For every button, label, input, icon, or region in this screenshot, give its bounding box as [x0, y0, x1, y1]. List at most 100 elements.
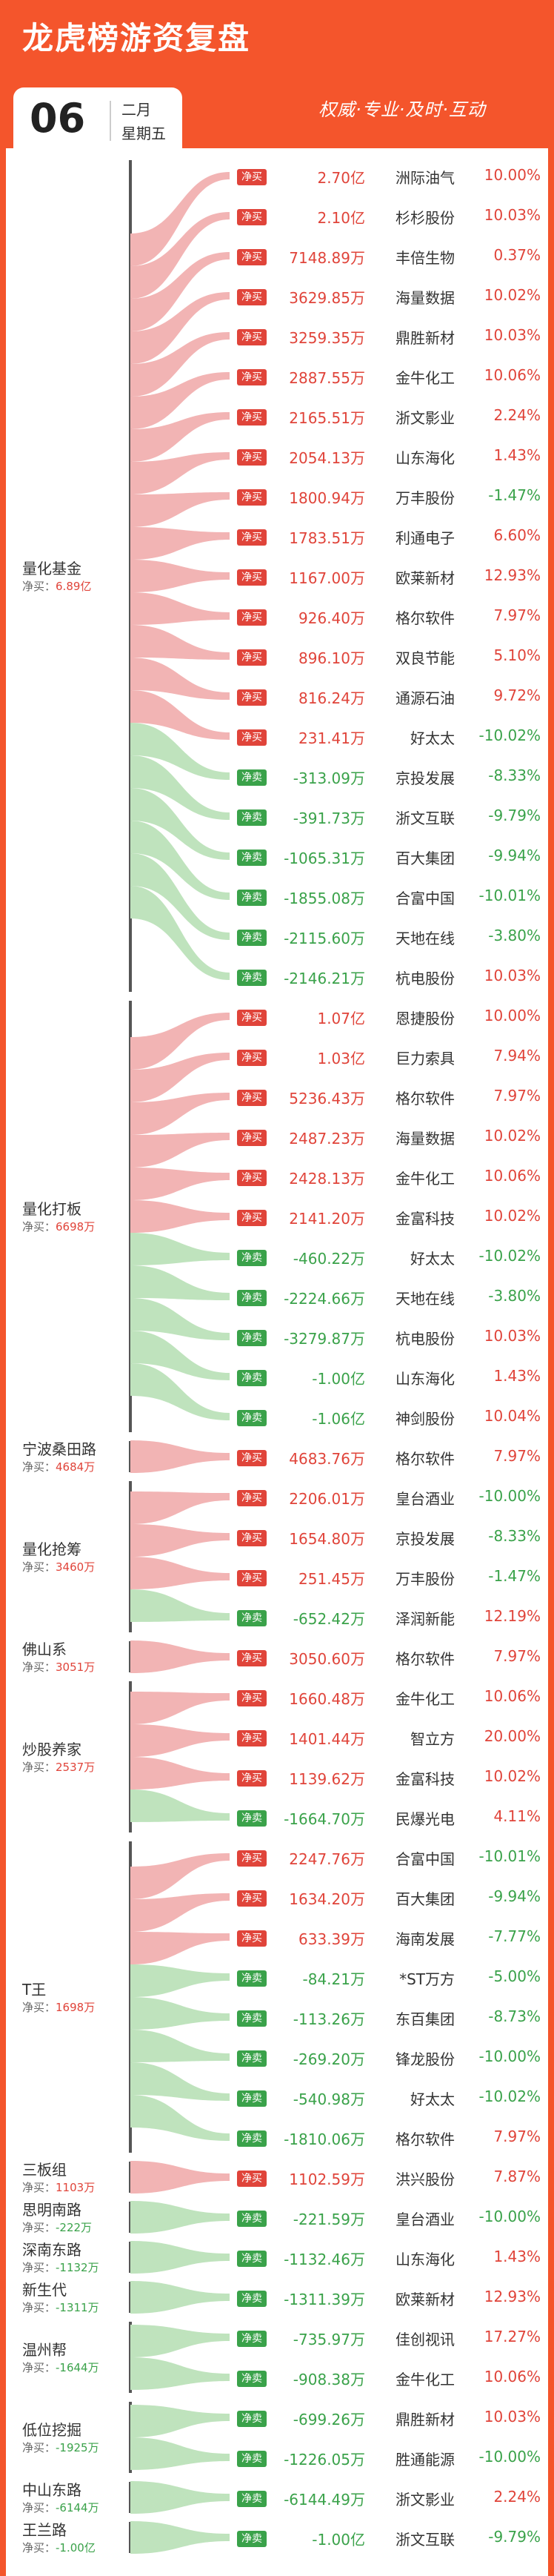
trade-row[interactable]: 净卖 -1.00亿 山东海化 1.43%	[6, 1357, 548, 1397]
stock-name[interactable]: 神剑股份	[396, 1410, 455, 1428]
trade-row[interactable]: 净买 2247.76万 合富中国 -10.01%	[6, 1837, 548, 1877]
trade-row[interactable]: 净买 1401.44万 智立方 20.00%	[6, 1717, 548, 1757]
trade-row[interactable]: 净买 2165.51万 浙文影业 2.24%	[6, 396, 548, 436]
stock-name[interactable]: 百大集团	[396, 1890, 455, 1908]
stock-name[interactable]: 山东海化	[396, 2251, 455, 2268]
stock-name[interactable]: 山东海化	[396, 449, 455, 467]
trade-row[interactable]: 净卖 -269.20万 锋龙股份 -10.00%	[6, 2037, 548, 2077]
stock-name[interactable]: 好太太	[410, 729, 455, 747]
seat-13[interactable]: 中山东路 净买：-6144万	[22, 2478, 156, 2515]
stock-name[interactable]: 金牛化工	[396, 1170, 455, 1188]
seat-6[interactable]: T王 净买：1698万	[22, 1978, 156, 2015]
trade-row[interactable]: 净卖 -3279.87万 杭电股份 10.03%	[6, 1317, 548, 1357]
trade-row[interactable]: 净卖 -391.73万 浙文互联 -9.79%	[6, 796, 548, 836]
stock-name[interactable]: 鼎胜新材	[396, 2411, 455, 2428]
stock-name[interactable]: 佳创视讯	[396, 2331, 455, 2348]
seat-2[interactable]: 宁波桑田路 净买：4684万	[22, 1437, 156, 1474]
trade-row[interactable]: 净卖 -1855.08万 合富中国 -10.01%	[6, 876, 548, 916]
stock-name[interactable]: 皇台酒业	[396, 2211, 455, 2228]
trade-row[interactable]: 净买 1660.48万 金牛化工 10.06%	[6, 1677, 548, 1717]
stock-name[interactable]: 天地在线	[396, 1290, 455, 1308]
trade-row[interactable]: 净卖 -1132.46万 山东海化 1.43%	[6, 2237, 548, 2277]
stock-name[interactable]: 金牛化工	[396, 2371, 455, 2388]
stock-name[interactable]: 万丰股份	[396, 1570, 455, 1588]
trade-row[interactable]: 净卖 -2224.66万 天地在线 -3.80%	[6, 1277, 548, 1317]
stock-name[interactable]: 格尔软件	[396, 1650, 455, 1668]
stock-name[interactable]: 洪兴股份	[396, 2171, 455, 2188]
trade-row[interactable]: 净买 2428.13万 金牛化工 10.06%	[6, 1156, 548, 1196]
seat-8[interactable]: 思明南路 净买：-222万	[22, 2198, 156, 2235]
seat-12[interactable]: 低位挖掘 净买：-1925万	[22, 2418, 156, 2455]
seat-7[interactable]: 三板组 净买：1103万	[22, 2158, 156, 2195]
stock-name[interactable]: 京投发展	[396, 1530, 455, 1548]
trade-row[interactable]: 净买 926.40万 格尔软件 7.97%	[6, 596, 548, 636]
seat-1[interactable]: 量化打板 净买：6698万	[22, 1197, 156, 1234]
stock-name[interactable]: 海南发展	[396, 1930, 455, 1948]
trade-row[interactable]: 净卖 -84.21万 *ST万方 -5.00%	[6, 1957, 548, 1997]
trade-row[interactable]: 净买 1.07亿 恩捷股份 10.00%	[6, 996, 548, 1036]
trade-row[interactable]: 净买 2.70亿 洲际油气 10.00%	[6, 156, 548, 196]
stock-name[interactable]: 鼎胜新材	[396, 329, 455, 347]
trade-row[interactable]: 净卖 -652.42万 泽润新能 12.19%	[6, 1597, 548, 1637]
trade-row[interactable]: 净买 5236.43万 格尔软件 7.97%	[6, 1076, 548, 1116]
stock-name[interactable]: 金牛化工	[396, 1690, 455, 1708]
stock-name[interactable]: 杭电股份	[396, 1330, 455, 1348]
trade-row[interactable]: 净卖 -460.22万 好太太 -10.02%	[6, 1236, 548, 1277]
trade-row[interactable]: 净卖 -1.06亿 神剑股份 10.04%	[6, 1397, 548, 1437]
stock-name[interactable]: 杭电股份	[396, 970, 455, 987]
trade-row[interactable]: 净买 3629.85万 海量数据 10.02%	[6, 276, 548, 316]
stock-name[interactable]: 天地在线	[396, 930, 455, 947]
trade-row[interactable]: 净卖 -2146.21万 杭电股份 10.03%	[6, 956, 548, 996]
stock-name[interactable]: 浙文影业	[396, 2491, 455, 2509]
stock-name[interactable]: 格尔软件	[396, 1090, 455, 1107]
stock-name[interactable]: 海量数据	[396, 1130, 455, 1148]
stock-name[interactable]: 京投发展	[396, 769, 455, 787]
trade-row[interactable]: 净买 4683.76万 格尔软件 7.97%	[6, 1437, 548, 1477]
stock-name[interactable]: 锋龙股份	[396, 2050, 455, 2068]
trade-row[interactable]: 净买 1783.51万 利通电子 6.60%	[6, 516, 548, 556]
trade-row[interactable]: 净买 3259.35万 鼎胜新材 10.03%	[6, 316, 548, 356]
stock-name[interactable]: 百大集团	[396, 850, 455, 867]
stock-name[interactable]: 金牛化工	[396, 369, 455, 387]
trade-row[interactable]: 净买 1.03亿 巨力索具 7.94%	[6, 1036, 548, 1076]
stock-name[interactable]: 浙文互联	[396, 2531, 455, 2549]
stock-name[interactable]: 通源石油	[396, 689, 455, 707]
stock-name[interactable]: 金富科技	[396, 1210, 455, 1228]
stock-name[interactable]: 利通电子	[396, 529, 455, 547]
stock-name[interactable]: *ST万方	[399, 1970, 455, 1988]
stock-name[interactable]: 海量数据	[396, 289, 455, 307]
seat-14[interactable]: 王兰路 净买：-1.00亿	[22, 2518, 156, 2555]
stock-name[interactable]: 巨力索具	[396, 1050, 455, 1067]
seat-9[interactable]: 深南东路 净买：-1132万	[22, 2238, 156, 2275]
trade-row[interactable]: 净买 1654.80万 京投发展 -8.33%	[6, 1517, 548, 1557]
trade-row[interactable]: 净卖 -540.98万 好太太 -10.02%	[6, 2077, 548, 2117]
trade-row[interactable]: 净买 2.10亿 杉杉股份 10.03%	[6, 196, 548, 236]
stock-name[interactable]: 合富中国	[396, 1850, 455, 1868]
trade-row[interactable]: 净买 2206.01万 皇台酒业 -10.00%	[6, 1477, 548, 1517]
stock-name[interactable]: 东百集团	[396, 2010, 455, 2028]
stock-name[interactable]: 山东海化	[396, 1370, 455, 1388]
trade-row[interactable]: 净卖 -113.26万 东百集团 -8.73%	[6, 1997, 548, 2037]
stock-name[interactable]: 万丰股份	[396, 489, 455, 507]
trade-row[interactable]: 净买 2887.55万 金牛化工 10.06%	[6, 356, 548, 396]
seat-3[interactable]: 量化抢筹 净买：3460万	[22, 1537, 156, 1575]
stock-name[interactable]: 金富科技	[396, 1770, 455, 1788]
trade-row[interactable]: 净买 2054.13万 山东海化 1.43%	[6, 436, 548, 476]
stock-name[interactable]: 浙文影业	[396, 409, 455, 427]
trade-row[interactable]: 净买 2487.23万 海量数据 10.02%	[6, 1116, 548, 1156]
stock-name[interactable]: 格尔软件	[396, 609, 455, 627]
trade-row[interactable]: 净卖 -1664.70万 民爆光电 4.11%	[6, 1797, 548, 1837]
seat-4[interactable]: 佛山系 净买：3051万	[22, 1638, 156, 1675]
stock-name[interactable]: 格尔软件	[396, 1450, 455, 1468]
stock-name[interactable]: 好太太	[410, 2090, 455, 2108]
trade-row[interactable]: 净卖 -735.97万 佳创视讯 17.27%	[6, 2317, 548, 2357]
stock-name[interactable]: 胜通能源	[396, 2451, 455, 2469]
trade-row[interactable]: 净卖 -699.26万 鼎胜新材 10.03%	[6, 2397, 548, 2437]
trade-row[interactable]: 净卖 -1311.39万 欧莱新材 12.93%	[6, 2277, 548, 2317]
stock-name[interactable]: 皇台酒业	[396, 1490, 455, 1508]
stock-name[interactable]: 洲际油气	[396, 169, 455, 187]
seat-5[interactable]: 炒股养家 净买：2537万	[22, 1738, 156, 1775]
stock-name[interactable]: 浙文互联	[396, 809, 455, 827]
stock-name[interactable]: 丰倍生物	[396, 249, 455, 267]
trade-row[interactable]: 净卖 -6144.49万 浙文影业 2.24%	[6, 2477, 548, 2517]
